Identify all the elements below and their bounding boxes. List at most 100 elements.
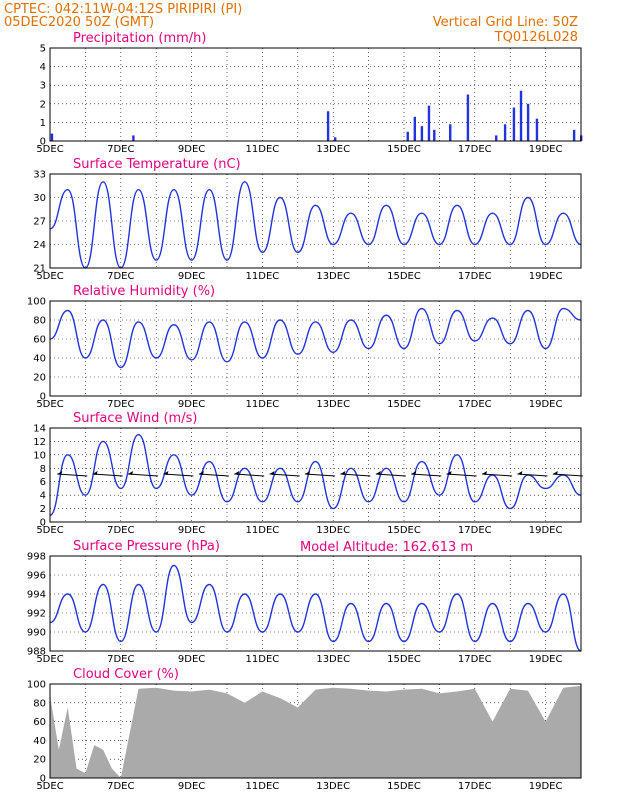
precip-bar (503, 124, 507, 141)
x-tick-label: 19DEC (529, 525, 563, 536)
x-tick-label: 5DEC (36, 781, 63, 792)
y-tick-label: 10 (33, 450, 46, 461)
wind-arrow (446, 473, 477, 477)
x-tick-label: 9DEC (178, 525, 205, 536)
y-tick-label: 40 (33, 736, 46, 747)
panel-title: Cloud Cover (%) (73, 667, 179, 682)
x-tick-label: 13DEC (316, 144, 350, 155)
x-tick-label: 13DEC (316, 781, 350, 792)
wind-arrow (375, 473, 406, 477)
x-tick-label: 5DEC (36, 399, 63, 410)
x-tick-label: 7DEC (107, 525, 134, 536)
x-tick-label: 5DEC (36, 144, 63, 155)
x-tick-label: 17DEC (458, 654, 492, 665)
wind-arrow-head (375, 471, 381, 475)
x-tick-label: 7DEC (107, 399, 134, 410)
panel-1: 0 1 2 3 4 5 Precipitation (mm/h) 5DEC 7DEC 9DEC 11… (36, 31, 583, 155)
x-tick-label: 9DEC (178, 399, 205, 410)
series-line (49, 307, 582, 369)
wind-arrow-head (92, 471, 98, 475)
wind-arrow-head (340, 471, 346, 475)
x-tick-label: 15DEC (387, 271, 421, 282)
panel-2: 21 24 27 30 33 Surface Temperature (nC) 5DEC 7D… (33, 157, 582, 282)
y-tick-label: 0 (40, 774, 46, 785)
precip-bar (50, 133, 54, 141)
wind-arrow (198, 473, 229, 477)
panel-frame (49, 427, 582, 523)
y-tick-label: 2 (40, 504, 46, 515)
precip-bar (526, 103, 530, 141)
wind-arrow-head (411, 471, 417, 475)
precip-bar (413, 116, 417, 141)
y-tick-label: 60 (33, 335, 46, 346)
x-tick-label: 9DEC (178, 271, 205, 282)
y-tick-label: 21 (33, 264, 46, 275)
x-tick-label: 15DEC (387, 781, 421, 792)
y-tick-label: 3 (40, 81, 46, 92)
header-grid-note: Vertical Grid Line: 50Z (433, 15, 578, 30)
y-tick-label: 8 (40, 464, 46, 475)
precip-bar (572, 129, 576, 141)
wind-arrow (340, 473, 371, 477)
y-tick-label: 1 (40, 118, 46, 129)
x-tick-label: 11DEC (246, 399, 280, 410)
wind-arrow (57, 473, 88, 477)
wind-arrow-head (446, 471, 452, 475)
panel-frame (49, 555, 582, 652)
x-tick-label: 17DEC (458, 525, 492, 536)
x-tick-label: 19DEC (529, 144, 563, 155)
cloud-area (50, 685, 581, 778)
x-tick-label: 11DEC (246, 525, 280, 536)
x-tick-label: 7DEC (107, 781, 134, 792)
precip-bar (535, 118, 539, 141)
y-tick-label: 80 (33, 316, 46, 327)
precip-bar (512, 107, 516, 141)
x-tick-label: 7DEC (107, 654, 134, 665)
precip-bar (420, 126, 424, 141)
model-altitude: Model Altitude: 162.613 m (300, 540, 473, 555)
precip-bar (495, 135, 498, 141)
wind-arrow (517, 473, 548, 477)
wind-arrow-head (128, 471, 134, 475)
y-tick-label: 0 (40, 518, 46, 529)
x-tick-label: 19DEC (529, 781, 563, 792)
wind-arrow (128, 473, 159, 477)
x-tick-label: 5DEC (36, 654, 63, 665)
wind-arrow (482, 473, 513, 477)
panel-6: 0 20 40 60 80 100 Cloud Cover (%) 5DEC 7DEC 9DEC 1… (27, 667, 582, 792)
panel-title: Surface Temperature (nC) (73, 157, 241, 172)
wind-arrow (163, 473, 194, 477)
y-tick-label: 2 (40, 99, 46, 110)
x-tick-label: 15DEC (387, 525, 421, 536)
x-tick-label: 15DEC (387, 399, 421, 410)
y-tick-label: 0 (40, 137, 46, 148)
precip-bar (519, 90, 523, 141)
x-tick-label: 9DEC (178, 781, 205, 792)
x-tick-label: 15DEC (387, 654, 421, 665)
y-tick-label: 33 (33, 170, 46, 181)
y-tick-label: 60 (33, 717, 46, 728)
y-tick-label: 4 (40, 491, 46, 502)
panel-frame (49, 47, 582, 142)
x-tick-label: 17DEC (458, 781, 492, 792)
series-line (49, 434, 582, 516)
header-location: CPTEC: 042:11W-04:12S PIRIPIRI (PI) (4, 2, 242, 17)
y-tick-label: 4 (40, 62, 46, 73)
panel-title: Surface Wind (m/s) (73, 411, 197, 426)
precip-bar (466, 94, 470, 141)
y-tick-label: 5 (40, 44, 46, 55)
y-tick-label: 80 (33, 698, 46, 709)
precip-bar (333, 137, 337, 141)
x-tick-label: 11DEC (246, 781, 280, 792)
y-tick-label: 24 (33, 240, 46, 251)
x-tick-label: 13DEC (316, 654, 350, 665)
wind-arrow (411, 473, 442, 477)
panel-title: Surface Pressure (hPa) (73, 539, 220, 554)
x-tick-label: 9DEC (178, 654, 205, 665)
series-line (49, 564, 582, 652)
y-tick-label: 20 (33, 755, 46, 766)
x-tick-label: 13DEC (316, 271, 350, 282)
panel-5: 988 990 992 994 996 998 Surface Pressure (hPa)… (27, 539, 582, 665)
precip-bar (406, 131, 409, 141)
precip-bar (427, 105, 431, 141)
